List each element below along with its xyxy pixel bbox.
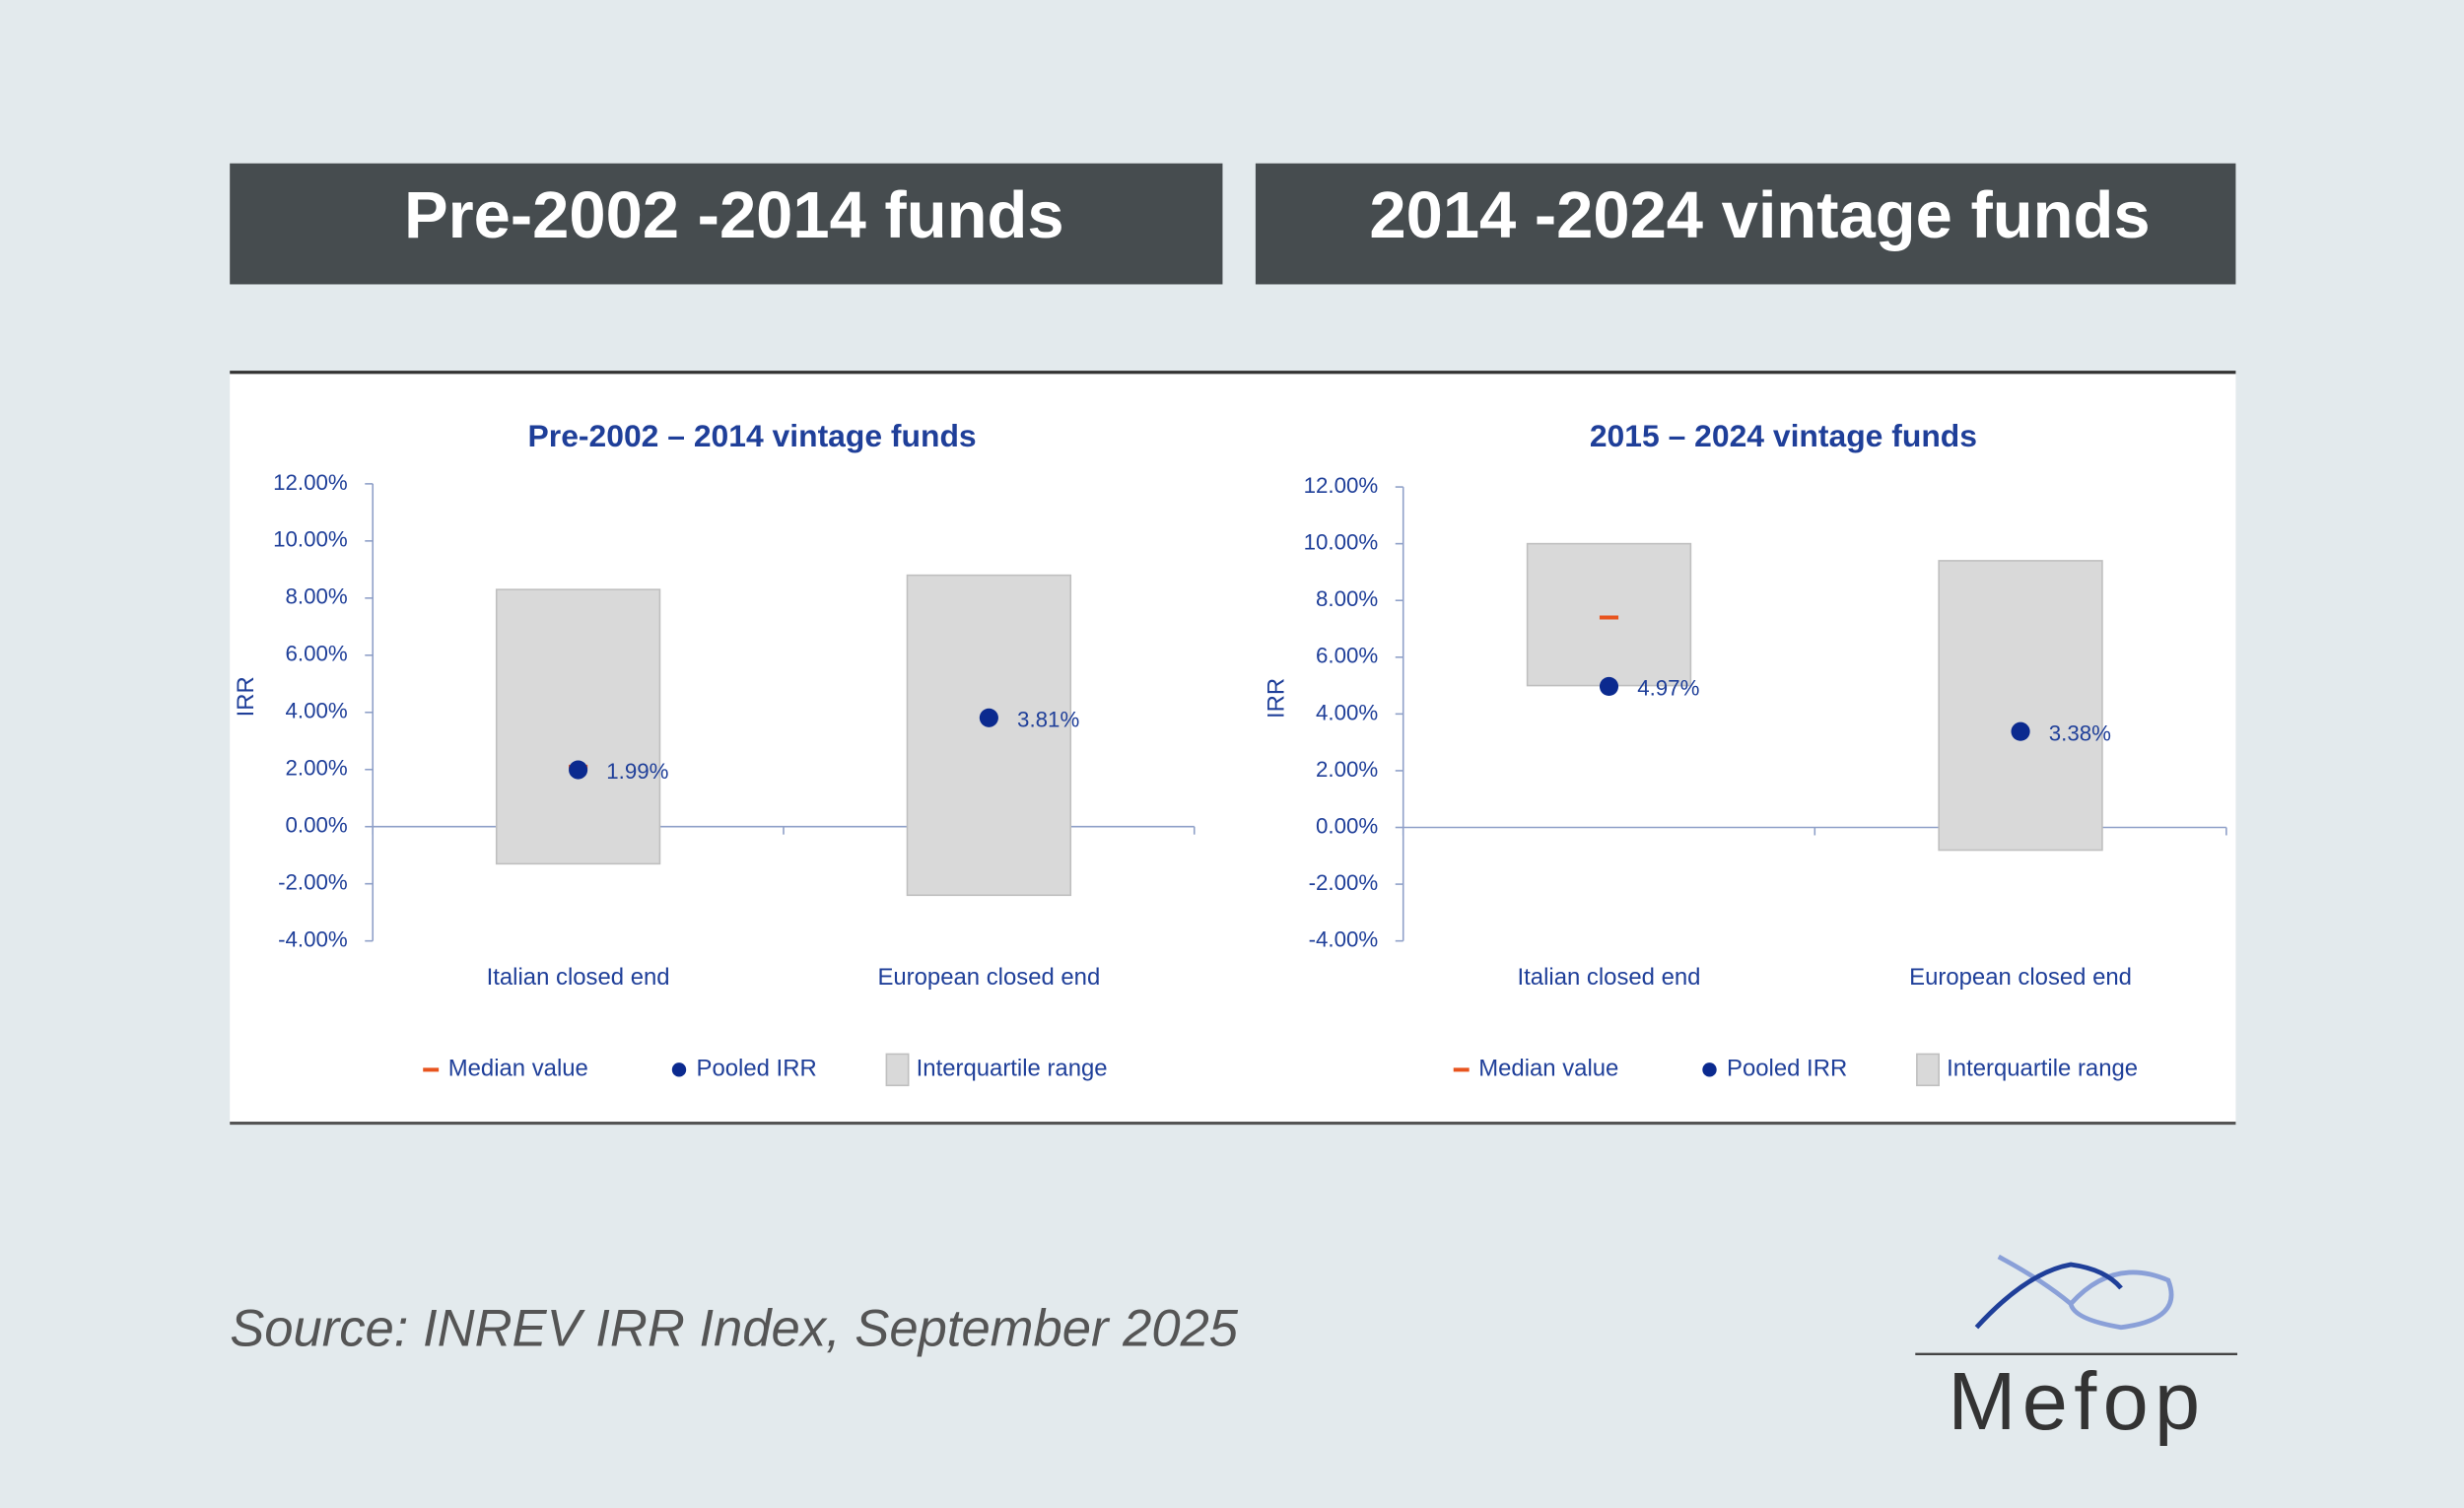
- interquartile-box: [1938, 560, 2103, 852]
- legend-swatch: [1702, 1062, 1717, 1077]
- y-tick-label: -2.00%: [1309, 870, 1379, 895]
- title-bar: [1255, 163, 2236, 285]
- y-tick-label: 0.00%: [1316, 813, 1378, 838]
- y-tick-label: 4.00%: [1316, 700, 1378, 724]
- data-label: 3.81%: [1017, 707, 1079, 731]
- header-title: Pre-2002 -2014 funds: [404, 178, 1064, 252]
- y-tick-label: 10.00%: [273, 527, 348, 552]
- y-tick-label: 12.00%: [1304, 473, 1379, 498]
- y-tick-label: 6.00%: [285, 642, 347, 666]
- x-tick-label: Italian closed end: [487, 964, 670, 991]
- y-tick-label: -4.00%: [278, 927, 348, 952]
- pooled-irr-point: [1599, 676, 1619, 696]
- x-tick-label: Italian closed end: [1518, 964, 1701, 991]
- y-tick-label: 0.00%: [285, 813, 347, 838]
- data-label: 1.99%: [606, 759, 668, 784]
- legend-swatch: [671, 1062, 687, 1077]
- interquartile-box: [906, 574, 1072, 897]
- x-tick-label: European closed end: [877, 964, 1100, 991]
- logo: Mefop: [1915, 1254, 2237, 1447]
- legend-label: Pooled IRR: [1727, 1056, 1847, 1082]
- chart-title: 2015 – 2024 vintage funds: [1590, 418, 1977, 453]
- data-label: 4.97%: [1637, 676, 1699, 701]
- legend-label: Pooled IRR: [697, 1056, 817, 1082]
- legend-label: Median value: [448, 1056, 588, 1082]
- chart-title: Pre-2002 – 2014 vintage funds: [528, 418, 977, 453]
- y-tick-label: 4.00%: [285, 699, 347, 723]
- y-tick-label: 12.00%: [273, 470, 348, 495]
- data-label: 3.38%: [2049, 720, 2111, 745]
- title-bar: [230, 163, 1223, 285]
- legend-label: Interquartile range: [1947, 1056, 2138, 1082]
- source-note: Source: INREV IRR Index, September 2025: [230, 1299, 1239, 1357]
- y-tick-label: 8.00%: [285, 584, 347, 609]
- interquartile-box: [1526, 542, 1692, 687]
- legend-label: Interquartile range: [917, 1056, 1108, 1082]
- y-tick-label: 2.00%: [285, 756, 347, 781]
- x-tick-label: European closed end: [1909, 964, 2132, 991]
- header-title: 2014 -2024 vintage funds: [1369, 178, 2150, 252]
- pooled-irr-point: [2011, 721, 2030, 741]
- pooled-irr-point: [979, 708, 998, 727]
- y-axis-label: IRR: [1264, 678, 1290, 719]
- y-tick-label: 6.00%: [1316, 644, 1378, 668]
- y-tick-label: 10.00%: [1304, 530, 1379, 555]
- interquartile-box: [495, 588, 661, 865]
- charts: Pre-2002 – 2014 vintage funds IRR 12.00% 10…: [233, 418, 2227, 1087]
- y-tick-label: 2.00%: [1316, 757, 1378, 782]
- y-tick-label: -2.00%: [278, 870, 348, 895]
- y-axis-label: IRR: [233, 676, 259, 717]
- y-tick-label: 8.00%: [1316, 586, 1378, 611]
- logo-text: Mefop: [1948, 1355, 2206, 1447]
- legend-label: Median value: [1478, 1056, 1618, 1082]
- y-tick-label: -4.00%: [1309, 927, 1379, 952]
- legend-swatch: [1916, 1053, 1940, 1087]
- legend-swatch: [885, 1053, 910, 1087]
- pooled-irr-point: [569, 760, 588, 780]
